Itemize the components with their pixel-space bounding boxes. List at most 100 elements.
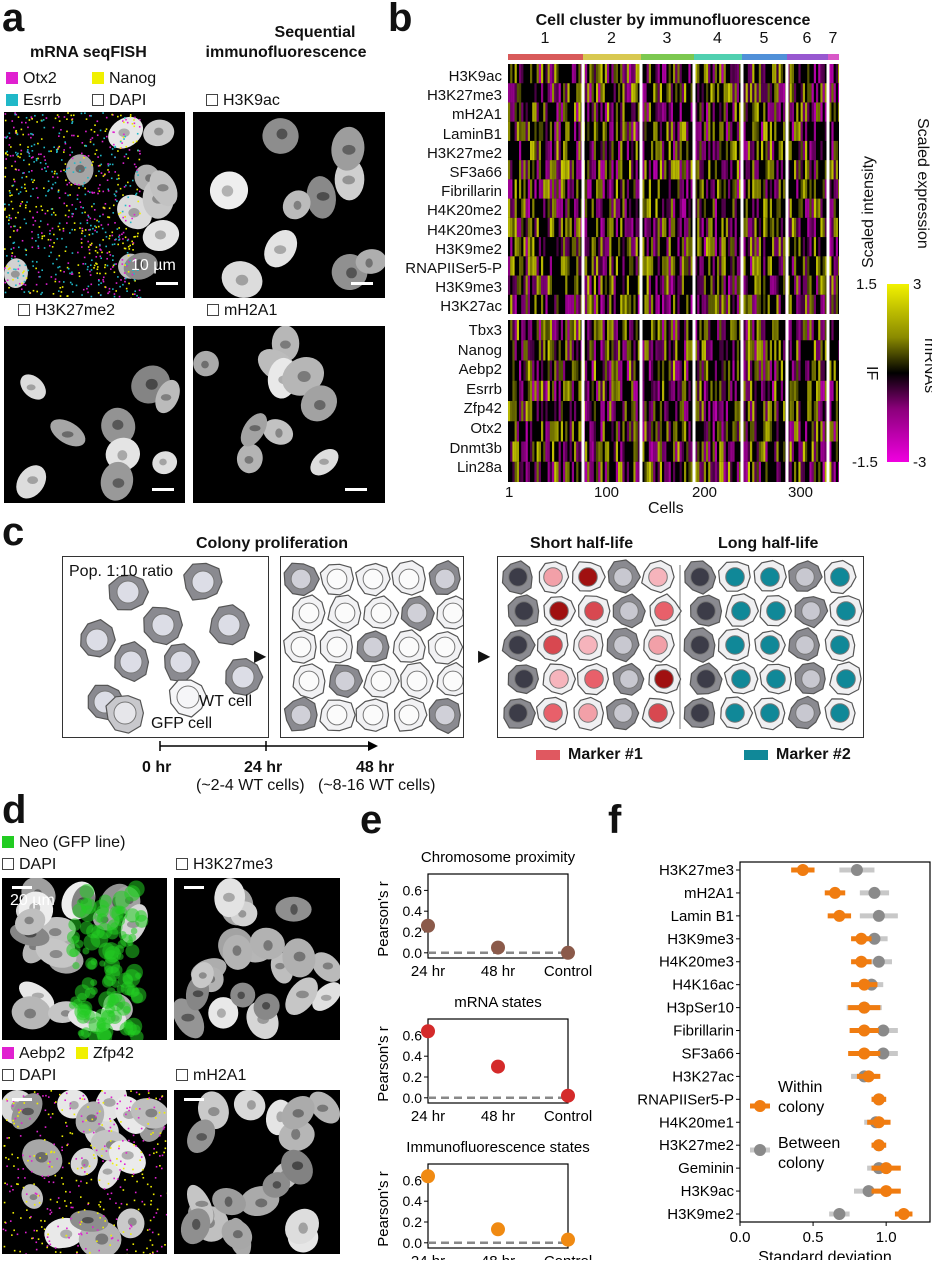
- mrna-heatmap: [508, 320, 839, 482]
- heatmap-cell: [603, 361, 605, 381]
- heatmap-cell: [743, 179, 745, 198]
- heatmap-cell: [831, 295, 833, 314]
- transcript-dot: [66, 1144, 68, 1146]
- heatmap-cell: [631, 401, 633, 421]
- transcript-dot: [68, 210, 70, 212]
- y-tick-label: H3K9ac: [681, 1183, 735, 1200]
- transcript-dot: [120, 115, 122, 117]
- transcript-dot: [102, 239, 104, 241]
- heatmap-cell: [596, 122, 598, 141]
- heatmap-cell: [783, 276, 785, 295]
- y-tick-label: mH2A1: [684, 885, 734, 902]
- transcript-dot: [141, 1128, 143, 1130]
- within-point: [858, 1025, 870, 1037]
- scale-bar: [184, 886, 204, 889]
- heatmap-cell: [627, 179, 629, 198]
- transcript-dot: [108, 1130, 110, 1132]
- scale-bar: [156, 282, 178, 285]
- heatmap-cell: [836, 276, 838, 295]
- transcript-dot: [115, 238, 117, 240]
- transcript-dot: [57, 177, 59, 179]
- heatmap-cell: [699, 320, 701, 340]
- nucleolus: [342, 145, 355, 155]
- transcript-dot: [130, 1090, 132, 1092]
- heatmap-cell: [682, 179, 684, 198]
- legend-h3k9ac: H3K9ac: [206, 92, 280, 110]
- transcript-dot: [136, 141, 138, 143]
- cluster-divider: [582, 320, 585, 482]
- transcript-dot: [91, 129, 93, 131]
- heatmap-cell: [515, 218, 517, 237]
- heatmap-cell: [805, 160, 807, 179]
- heatmap-cell: [726, 462, 728, 482]
- heatmap-cell: [521, 381, 523, 401]
- heatmap-cell: [519, 179, 521, 198]
- heatmap-cell: [594, 160, 596, 179]
- cell-nucleus: [649, 704, 668, 723]
- heatmap-cell: [680, 141, 682, 160]
- heatmap-cell: [543, 237, 545, 256]
- transcript-dot: [106, 136, 108, 138]
- heatmap-cell: [704, 64, 706, 83]
- transcript-dot: [124, 216, 126, 218]
- transcript-dot: [98, 170, 100, 172]
- transcript-dot: [72, 216, 74, 218]
- transcript-dot: [31, 157, 33, 159]
- heatmap-cell: [563, 237, 565, 256]
- heatmap-cell: [805, 361, 807, 381]
- heatmap-cell: [748, 295, 750, 314]
- heatmap-cell: [552, 199, 554, 218]
- transcript-dot: [4, 1182, 6, 1184]
- transcript-dot: [10, 218, 12, 220]
- heatmap-cell: [801, 122, 803, 141]
- transcript-dot: [102, 191, 104, 193]
- heatmap-cell: [636, 83, 638, 102]
- heatmap-cell: [759, 462, 761, 482]
- transcript-dot: [35, 268, 37, 270]
- transcript-dot: [71, 122, 73, 124]
- heatmap-cell: [829, 83, 831, 102]
- heatmap-cell: [528, 237, 530, 256]
- transcript-dot: [71, 273, 73, 275]
- transcript-dot: [45, 213, 47, 215]
- heatmap-cell: [794, 276, 796, 295]
- heatmap-cell: [570, 218, 572, 237]
- transcript-dot: [7, 154, 9, 156]
- heatmap-cell: [611, 64, 613, 83]
- heatmap-cell: [653, 218, 655, 237]
- heatmap-cell: [636, 179, 638, 198]
- transcript-dot: [135, 1250, 137, 1252]
- transcript-dot: [91, 1119, 93, 1121]
- short-half-life-title: Short half-life: [530, 535, 633, 553]
- transcript-dot: [19, 157, 21, 159]
- heatmap-cell: [539, 179, 541, 198]
- heatmap-cell: [757, 160, 759, 179]
- heatmap-row-label: H3K27me3: [392, 87, 502, 104]
- transcript-dot: [87, 241, 89, 243]
- transcript-dot: [33, 224, 35, 226]
- heatmap-cell: [807, 199, 809, 218]
- heatmap-cell: [754, 218, 756, 237]
- heatmap-cell: [662, 64, 664, 83]
- heatmap-cell: [673, 276, 675, 295]
- heatmap-cell: [655, 442, 657, 462]
- heatmap-cell: [611, 199, 613, 218]
- heatmap-cell: [677, 218, 679, 237]
- nucleolus: [275, 428, 282, 437]
- heatmap-cell: [713, 256, 715, 275]
- heatmap-cell: [554, 141, 556, 160]
- transcript-dot: [137, 169, 139, 171]
- heatmap-cell: [554, 122, 556, 141]
- y-axis-label: Pearson's r: [375, 1026, 392, 1101]
- transcript-dot: [130, 114, 132, 116]
- transcript-dot: [91, 243, 93, 245]
- transcript-dot: [50, 1117, 52, 1119]
- heatmap-cell: [515, 295, 517, 314]
- transcript-dot: [70, 1202, 72, 1204]
- heatmap-cell: [616, 361, 618, 381]
- heatmap-row-label: SF3a66: [392, 164, 502, 181]
- transcript-dot: [117, 228, 119, 230]
- heatmap-cell: [596, 256, 598, 275]
- esrrb-swatch: [6, 94, 18, 106]
- transcript-dot: [92, 137, 94, 139]
